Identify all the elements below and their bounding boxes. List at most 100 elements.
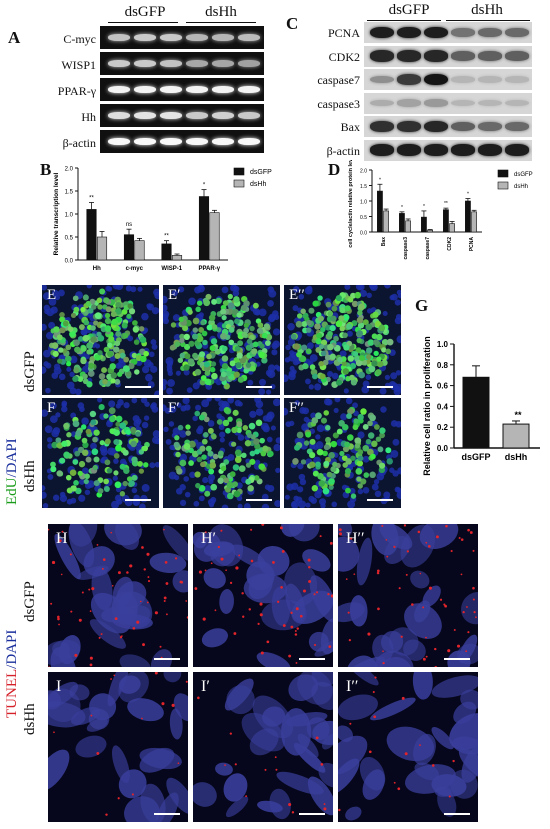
panel-a-band [108, 86, 130, 93]
y-tick-label: 0.0 [65, 259, 74, 265]
panel-a-band [212, 60, 234, 67]
tunel-row1-group: dsGFP [22, 581, 38, 622]
panel-c-band [370, 99, 394, 107]
panel-a-band [134, 138, 156, 145]
bar [462, 376, 490, 449]
edu-micrograph: F′′ [284, 398, 401, 508]
bar [96, 236, 108, 261]
edu-panel-label: E [47, 287, 57, 303]
panel-c-row-label: caspase3 [317, 96, 360, 111]
edu-micrograph: E′ [163, 285, 280, 395]
panel-a-band [212, 86, 234, 93]
y-tick-label: 2.0 [65, 167, 74, 173]
panel-c-band [397, 99, 421, 107]
panel-c-blot-strip [364, 116, 532, 137]
edu-micrograph: E′′ [284, 285, 401, 395]
x-tick-label: CDK2 [447, 237, 453, 251]
panel-a-band [134, 86, 156, 93]
panel-c-band [397, 26, 421, 39]
scale-bar [125, 499, 151, 501]
panel-a-band [108, 138, 130, 145]
y-tick-label: 0.6 [437, 382, 449, 391]
edu-panel-label: E′ [168, 287, 181, 303]
edu-cell-field [42, 398, 159, 508]
bar [171, 255, 183, 261]
bar [377, 190, 383, 233]
x-tick-label: c-myc [126, 266, 144, 272]
panel-c-row-label: CDK2 [328, 49, 360, 64]
y-axis-label: Relative transcription level [53, 172, 60, 255]
panel-d-letter: D [328, 160, 341, 179]
panel-c-band [397, 50, 421, 62]
tunel-tissue-field [193, 672, 333, 820]
panel-c-band [424, 26, 448, 39]
y-tick-label: 1.5 [360, 184, 367, 190]
x-tick-label: Bax [381, 237, 387, 246]
panel-c-blot-strip [364, 139, 532, 161]
bar [198, 196, 210, 261]
panel-c-group-dsgfp: dsGFP [388, 2, 430, 18]
x-tick-label: WISP-1 [161, 266, 182, 272]
legend-label: dsHh [514, 184, 528, 190]
panel-a-band [134, 60, 156, 67]
legend-swatch [233, 167, 245, 176]
tunel-micrograph: I [48, 672, 188, 822]
legend-label: dsGFP [514, 172, 533, 178]
panel-c-band [478, 28, 502, 37]
panel-c-band [478, 144, 502, 156]
y-tick-label: 0.0 [360, 231, 367, 237]
panel-c-band [505, 76, 529, 83]
y-tick-label: 2.0 [360, 169, 367, 175]
panel-a-gel-strip [100, 104, 264, 127]
y-tick-label: 1.5 [65, 190, 74, 196]
y-tick-label: 0.5 [360, 215, 367, 221]
tunel-tissue-field [338, 524, 478, 667]
panel-a-band [134, 112, 156, 119]
y-tick-label: 1.0 [65, 213, 74, 219]
significance-label: ** [89, 196, 94, 202]
legend-swatch [497, 181, 509, 190]
panel-a-band [160, 60, 182, 67]
panel-b-letter: B [40, 160, 52, 179]
tunel-tissue-field [48, 524, 188, 667]
tunel-row2-group: dsHh [22, 703, 38, 735]
edu-cell-field [163, 398, 280, 508]
scale-bar [299, 813, 325, 815]
bar [421, 216, 427, 233]
panel-c-group-dshh: dsHh [471, 2, 503, 18]
panel-a-gel-strip [100, 78, 264, 101]
tunel-tissue-field [48, 672, 188, 822]
panel-a-band [212, 138, 234, 145]
tunel-panel-label: H [56, 530, 68, 547]
legend-swatch [497, 169, 509, 178]
y-tick-label: 1.0 [360, 200, 367, 206]
tunel-panel-label: I [56, 678, 62, 695]
panel-c-band [505, 28, 529, 37]
panel-c-blot-strip [364, 69, 532, 90]
bar [134, 240, 145, 261]
legend-label: dsGFP [250, 169, 272, 176]
panel-c-band [424, 50, 448, 62]
x-tick-label: caspase7 [425, 237, 431, 260]
y-axis-label: cell cycle/actin relative protein level [348, 160, 354, 248]
scale-bar [154, 658, 180, 660]
panel-a-group-dshh: dsHh [205, 4, 237, 20]
bar [502, 423, 530, 449]
panel-a-band [160, 86, 182, 93]
legend-swatch [233, 179, 245, 188]
edu-panel-label: F [47, 400, 56, 416]
x-tick-label: PPAR-γ [198, 266, 220, 272]
panel-a-band [160, 112, 182, 119]
y-tick-label: 0.5 [65, 236, 74, 242]
panel-c-band [505, 144, 529, 156]
tunel-micrograph: I′′ [338, 672, 478, 822]
edu-cell-field [284, 398, 401, 508]
scale-bar [367, 499, 393, 501]
y-tick-label: 0.8 [437, 361, 449, 370]
edu-micrograph: F [42, 398, 159, 508]
tunel-panel-label: H′′ [346, 530, 365, 547]
panel-c-band [505, 99, 529, 107]
panel-a-band [238, 112, 260, 119]
panel-a-group-dsgfp: dsGFP [124, 4, 166, 20]
scale-bar [299, 658, 325, 660]
